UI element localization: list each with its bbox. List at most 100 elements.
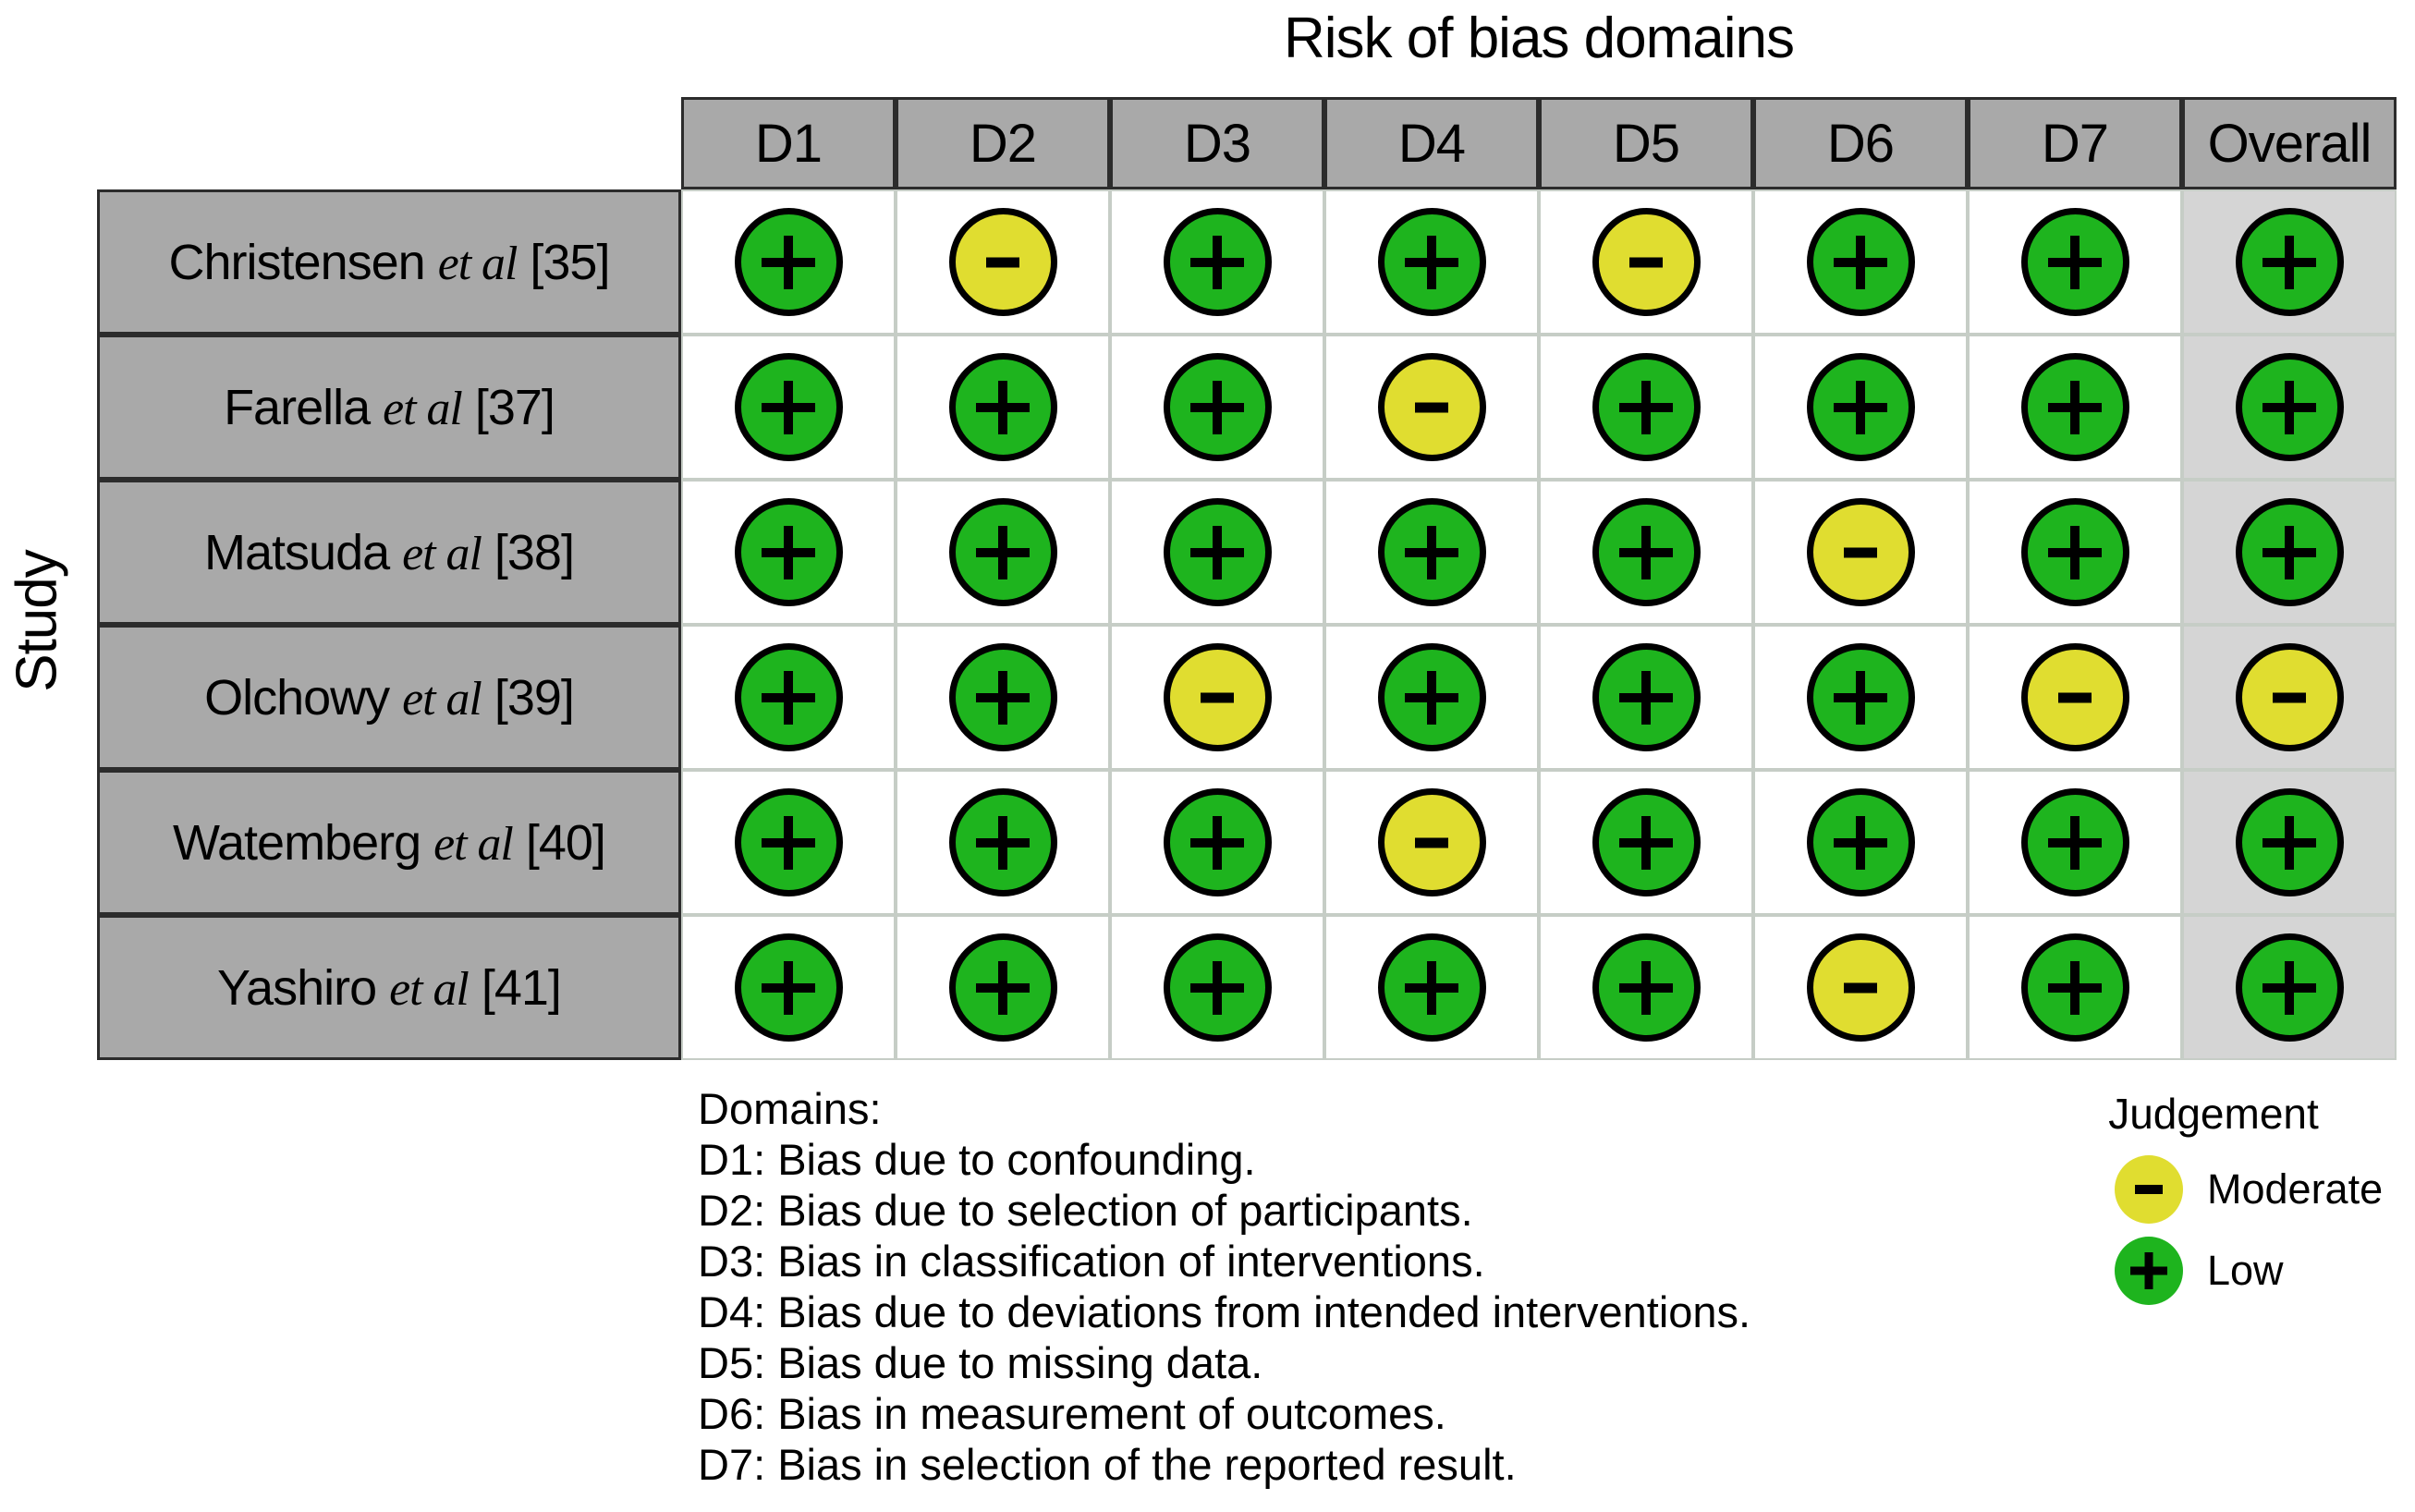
et-al-text: et al — [433, 817, 514, 871]
plus-icon-bar — [1641, 525, 1651, 579]
domain-definition: D7: Bias in selection of the reported re… — [698, 1440, 1517, 1489]
plus-icon-bar — [2070, 380, 2080, 434]
judgement-low-icon — [1592, 788, 1701, 896]
judgement-cell — [681, 480, 896, 625]
judgement-low-icon — [2115, 1237, 2183, 1305]
judgement-cell — [1968, 625, 2182, 770]
minus-icon-bar — [986, 257, 1019, 267]
judgement-low-icon — [734, 208, 843, 316]
judgement-cell — [1539, 770, 1753, 915]
plus-icon-bar — [2285, 815, 2294, 870]
judgement-low-icon — [734, 353, 843, 461]
plus-icon-bar — [1856, 670, 1865, 725]
minus-icon-bar — [1201, 692, 1234, 702]
minus-icon-bar — [2135, 1185, 2163, 1194]
plus-icon-bar — [1856, 235, 1865, 289]
study-reference: [38] — [494, 524, 575, 580]
plus-icon-bar — [784, 525, 793, 579]
study-row-label: Watemberg et al [40] — [97, 770, 681, 915]
judgement-low-icon — [1806, 788, 1915, 896]
judgement-cell — [1324, 189, 1539, 335]
judgement-cell — [681, 915, 896, 1060]
legend-item-label: Low — [2207, 1247, 2284, 1294]
plus-icon-bar — [2070, 815, 2080, 870]
judgement-cell — [1324, 335, 1539, 480]
plus-icon-bar — [2285, 235, 2294, 289]
plus-icon-bar — [784, 235, 793, 289]
plus-icon-bar — [1427, 960, 1436, 1015]
legend-title: Judgement — [2108, 1090, 2319, 1138]
judgement-low-icon — [2235, 353, 2344, 461]
judgement-moderate-icon — [948, 208, 1057, 316]
study-row-label-text: Farella et al [37] — [224, 379, 555, 436]
plus-icon-bar — [998, 380, 1007, 434]
plus-icon-bar — [784, 960, 793, 1015]
judgement-cell — [896, 189, 1110, 335]
judgement-cell — [1968, 480, 2182, 625]
judgement-cell — [1110, 915, 1324, 1060]
domain-definition: D4: Bias due to deviations from intended… — [698, 1287, 1751, 1336]
judgement-cell — [896, 335, 1110, 480]
study-name: Olchowy — [204, 669, 390, 726]
judgement-low-icon — [2235, 208, 2344, 316]
plus-icon-bar — [784, 815, 793, 870]
judgement-cell — [1110, 625, 1324, 770]
judgement-low-icon — [734, 933, 843, 1042]
study-row-label-text: Watemberg et al [40] — [173, 814, 606, 872]
judgement-cell — [1753, 480, 1968, 625]
judgement-low-icon — [1163, 353, 1272, 461]
judgement-cell — [2182, 480, 2397, 625]
column-header-d4: D4 — [1324, 97, 1539, 189]
judgement-moderate-icon — [2020, 643, 2129, 751]
judgement-low-icon — [2020, 208, 2129, 316]
plus-icon-bar — [1641, 380, 1651, 434]
minus-icon-bar — [1844, 982, 1877, 993]
plus-icon-bar — [784, 380, 793, 434]
et-al-text: et al — [389, 962, 470, 1016]
judgement-low-icon — [948, 498, 1057, 606]
plus-icon-bar — [998, 815, 1007, 870]
et-al-text: et al — [402, 672, 482, 726]
legend-item-moderate: Moderate — [2115, 1155, 2383, 1224]
judgement-cell — [1753, 189, 1968, 335]
judgement-cell — [1753, 770, 1968, 915]
domain-definition: D6: Bias in measurement of outcomes. — [698, 1389, 1446, 1438]
judgement-low-icon — [948, 933, 1057, 1042]
judgement-cell — [896, 770, 1110, 915]
study-row-label: Yashiro et al [41] — [97, 915, 681, 1060]
domain-definitions: D1: Bias due to confounding. D2: Bias due… — [698, 1134, 1750, 1490]
judgement-low-icon — [1163, 498, 1272, 606]
judgement-low-icon — [1806, 208, 1915, 316]
judgement-low-icon — [1377, 933, 1486, 1042]
study-row-label: Christensen et al [35] — [97, 189, 681, 335]
judgement-low-icon — [2020, 498, 2129, 606]
judgement-moderate-icon — [2235, 643, 2344, 751]
judgement-cell — [681, 189, 896, 335]
minus-icon-bar — [1415, 837, 1448, 847]
judgement-cell — [2182, 625, 2397, 770]
plus-icon-bar — [998, 525, 1007, 579]
judgement-cell — [1539, 335, 1753, 480]
plus-icon-bar — [1213, 235, 1222, 289]
judgement-low-icon — [734, 643, 843, 751]
study-row-label: Farella et al [37] — [97, 335, 681, 480]
study-axis-label: Study — [5, 550, 69, 692]
column-header-d1: D1 — [681, 97, 896, 189]
minus-icon-bar — [2273, 692, 2306, 702]
judgement-cell — [1324, 770, 1539, 915]
judgement-low-icon — [948, 788, 1057, 896]
study-reference: [35] — [530, 234, 610, 290]
plus-icon-bar — [2285, 960, 2294, 1015]
study-row-label-text: Yashiro et al [41] — [217, 959, 562, 1017]
column-header-d3: D3 — [1110, 97, 1324, 189]
plus-icon-bar — [1856, 380, 1865, 434]
judgement-moderate-icon — [1592, 208, 1701, 316]
judgement-low-icon — [1377, 643, 1486, 751]
minus-icon-bar — [1844, 547, 1877, 557]
judgement-moderate-icon — [1377, 788, 1486, 896]
judgement-low-icon — [1592, 643, 1701, 751]
study-reference: [37] — [474, 379, 555, 435]
minus-icon-bar — [1629, 257, 1663, 267]
plus-icon-bar — [2070, 525, 2080, 579]
judgement-low-icon — [734, 498, 843, 606]
